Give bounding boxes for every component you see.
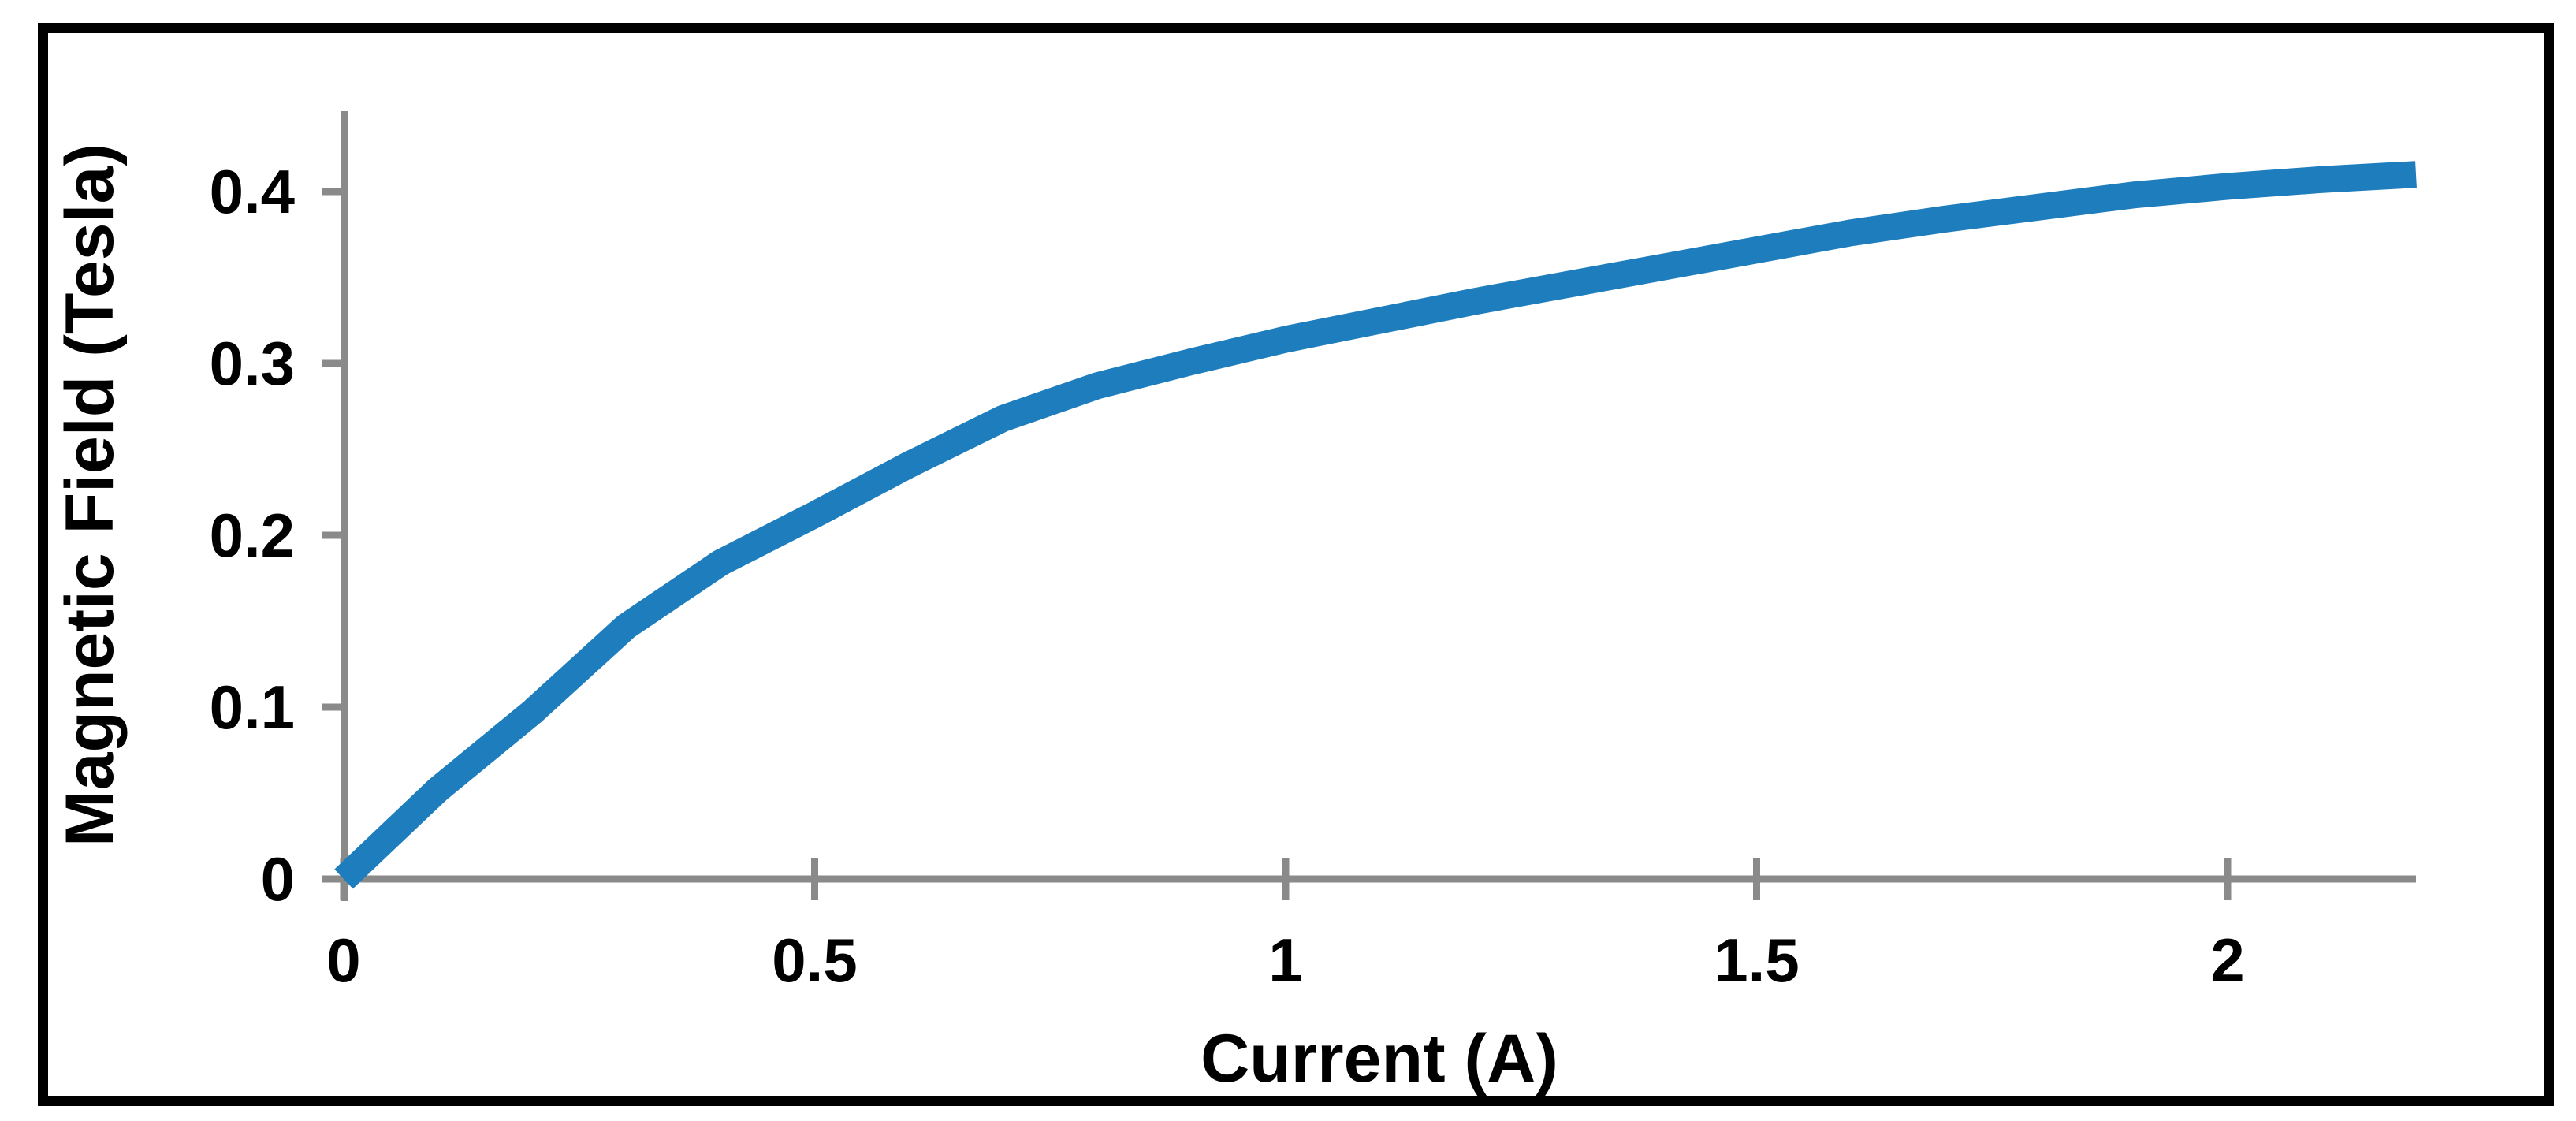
- x-axis-title: Current (A): [1201, 1021, 1558, 1097]
- x-tick-label: 0.5: [772, 925, 857, 995]
- y-tick-label: 0.1: [210, 672, 295, 742]
- x-tick-label: 0: [326, 925, 360, 995]
- y-tick-label: 0: [261, 844, 295, 914]
- figure-border: [38, 23, 2554, 1106]
- y-axis-ticks: [322, 188, 348, 883]
- y-tick-label: 0.2: [210, 501, 295, 570]
- x-axis-tick-labels: 0 0.5 1 1.5 2: [326, 925, 2244, 995]
- y-tick-label: 0.3: [210, 329, 295, 398]
- y-tick-label: 0.4: [210, 157, 295, 226]
- x-tick-label: 1.5: [1714, 925, 1799, 995]
- x-tick-label: 1: [1268, 925, 1302, 995]
- x-tick-label: 2: [2210, 925, 2244, 995]
- y-axis-title: Magnetic Field (Tesla): [52, 143, 128, 847]
- y-axis-tick-labels: 0 0.1 0.2 0.3 0.4: [210, 157, 295, 914]
- magnetic-field-curve: [334, 161, 2417, 889]
